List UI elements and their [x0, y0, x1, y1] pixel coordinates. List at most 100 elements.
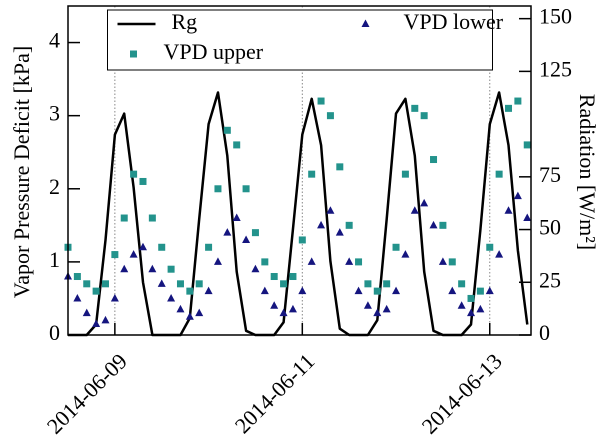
square-marker	[495, 170, 503, 178]
y2-tick-label: 75	[539, 162, 561, 187]
triangle-marker	[523, 213, 532, 222]
square-marker	[251, 229, 259, 237]
legend-marker	[130, 50, 137, 58]
square-marker	[411, 104, 419, 112]
square-marker	[73, 273, 81, 281]
square-marker	[176, 280, 184, 288]
square-marker	[270, 273, 278, 281]
triangle-marker	[185, 312, 194, 320]
triangle-marker	[260, 286, 269, 295]
triangle-marker	[129, 250, 138, 258]
radiation-line	[68, 91, 529, 337]
square-marker	[280, 280, 288, 288]
square-marker	[205, 243, 213, 251]
square-marker	[364, 280, 372, 288]
square-marker	[308, 170, 316, 178]
y2-tick-label: 125	[539, 56, 572, 81]
square-marker	[392, 243, 400, 251]
square-marker	[514, 97, 522, 105]
triangle-marker	[101, 315, 110, 324]
triangle-marker	[307, 257, 316, 265]
triangle-marker	[242, 235, 251, 243]
triangle-marker	[335, 228, 344, 236]
triangle-marker	[213, 257, 222, 265]
triangle-marker	[354, 286, 363, 295]
x-tick-label: 2014-06-13	[417, 348, 507, 438]
triangle-marker	[467, 308, 476, 317]
square-marker	[195, 280, 203, 288]
y-tick-label: 3	[49, 101, 60, 126]
square-marker	[214, 185, 222, 193]
square-marker	[326, 112, 334, 120]
square-marker	[523, 141, 531, 149]
y2-axis-label: Radiation [W/m²]	[575, 94, 600, 250]
square-marker	[373, 287, 381, 295]
triangle-marker	[438, 257, 447, 265]
triangle-marker	[410, 206, 419, 214]
plot-frame	[67, 5, 532, 336]
triangle-marker	[110, 293, 119, 302]
square-marker	[430, 156, 438, 164]
square-marker	[83, 280, 91, 288]
triangle-marker	[317, 220, 326, 229]
square-marker	[261, 258, 269, 266]
triangle-marker	[401, 250, 410, 258]
triangle-marker	[223, 228, 232, 236]
square-marker	[439, 221, 447, 229]
square-marker	[242, 185, 250, 193]
triangle-marker	[345, 257, 354, 265]
square-marker	[486, 243, 494, 251]
triangle-marker	[288, 304, 297, 313]
square-marker	[148, 214, 156, 222]
y2-tick-label: 0	[539, 320, 550, 345]
legend-label: VPD lower	[404, 9, 504, 34]
square-marker	[476, 287, 484, 295]
triangle-marker	[73, 293, 82, 302]
square-marker	[233, 141, 241, 149]
y-tick-label: 0	[49, 320, 60, 345]
square-marker	[505, 104, 513, 112]
square-marker	[383, 280, 391, 288]
triangle-marker	[270, 301, 279, 309]
square-marker	[336, 163, 344, 171]
y2-tick-label: 150	[539, 4, 572, 29]
square-marker	[458, 280, 466, 288]
triangle-marker	[457, 301, 466, 309]
triangle-marker	[82, 308, 91, 317]
square-marker	[345, 221, 353, 229]
y2-tick-label: 50	[539, 215, 561, 240]
triangle-marker	[298, 286, 307, 295]
triangle-marker	[204, 286, 213, 295]
triangle-marker	[495, 250, 504, 258]
triangle-marker	[120, 264, 129, 273]
triangle-marker	[448, 286, 457, 295]
triangle-marker	[513, 191, 522, 200]
x-tick-label: 2014-06-09	[42, 348, 132, 438]
square-marker	[289, 273, 297, 281]
triangle-marker	[251, 264, 260, 273]
triangle-marker	[176, 304, 185, 313]
triangle-marker	[167, 293, 176, 302]
square-marker	[139, 177, 147, 185]
triangle-marker	[148, 264, 157, 273]
y-tick-label: 4	[49, 28, 60, 53]
triangle-marker	[504, 206, 513, 214]
square-marker	[130, 170, 138, 178]
square-marker	[120, 214, 128, 222]
legend-marker	[361, 19, 370, 27]
square-marker	[298, 236, 306, 244]
triangle-marker	[326, 206, 335, 214]
square-marker	[420, 112, 428, 120]
triangle-marker	[279, 308, 288, 317]
square-marker	[101, 280, 109, 288]
y-axis-label: Vapor Pressure Deficit [kPa]	[9, 46, 34, 298]
triangle-marker	[157, 279, 166, 287]
square-marker	[92, 287, 100, 295]
triangle-marker	[92, 319, 101, 328]
triangle-marker	[392, 286, 401, 295]
square-marker	[401, 170, 409, 178]
square-marker	[186, 287, 194, 295]
triangle-marker	[476, 304, 485, 313]
x-tick-label: 2014-06-11	[230, 348, 320, 438]
